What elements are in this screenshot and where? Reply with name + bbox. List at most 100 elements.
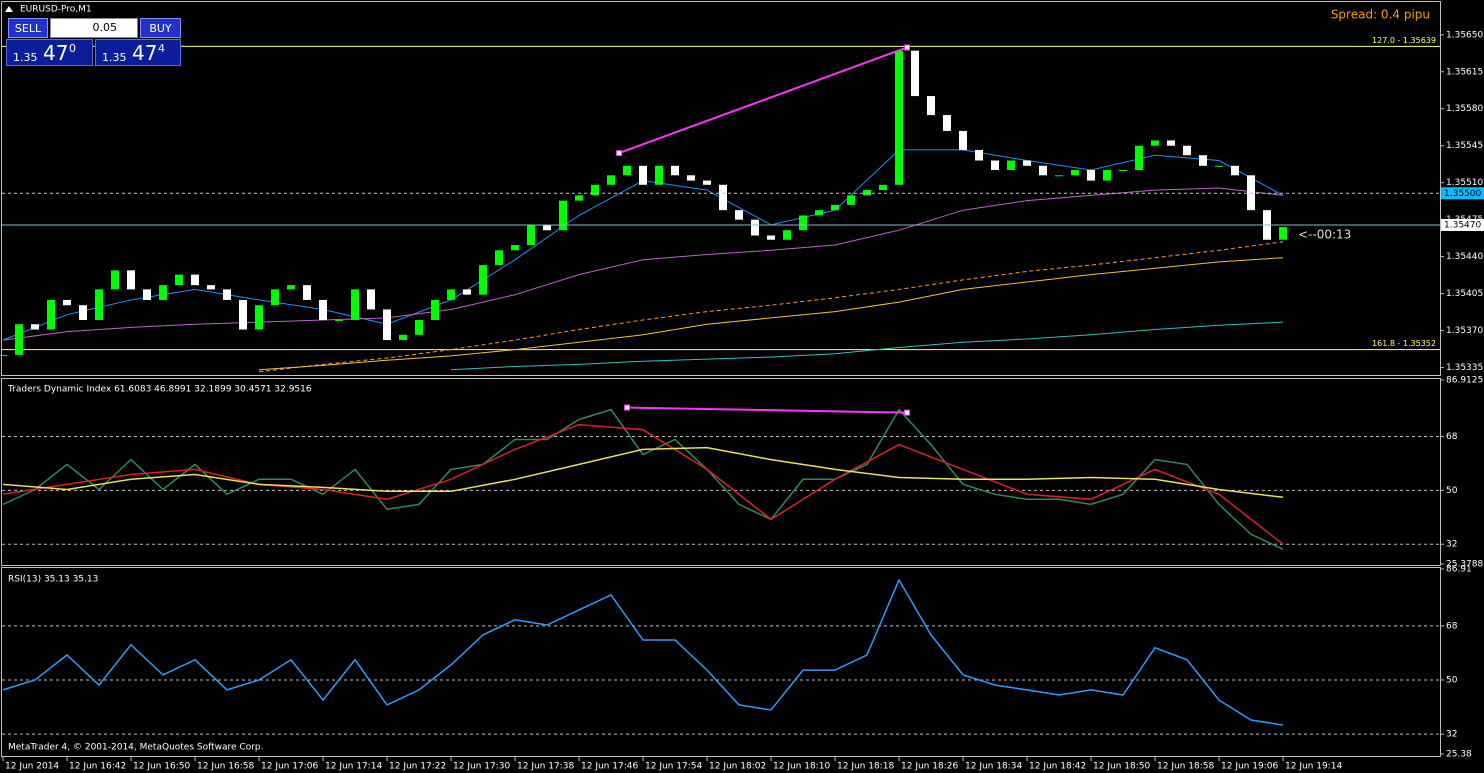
collapse-icon[interactable] xyxy=(5,6,13,12)
candle xyxy=(15,324,23,355)
bid-frac: 0 xyxy=(69,42,76,55)
y-tick-label: 86.9125 xyxy=(1446,376,1483,386)
candle xyxy=(1167,140,1175,146)
tdi-panel xyxy=(1,378,1441,566)
x-tick-label: 12 Jun 18:26 xyxy=(901,762,958,772)
candle xyxy=(607,175,615,185)
candle xyxy=(959,130,967,150)
bid-pips: 47 xyxy=(43,41,69,65)
x-tick-label: 12 Jun 17:38 xyxy=(517,762,574,772)
candle xyxy=(511,245,519,251)
price-tag-label: 1.35470 xyxy=(1444,220,1481,230)
candle xyxy=(207,285,215,290)
trend-anchor xyxy=(904,409,910,416)
candle xyxy=(543,224,551,231)
x-tick-label: 12 Jun 19:06 xyxy=(1221,762,1278,772)
lot-input[interactable]: 0.05 xyxy=(50,18,138,38)
candle xyxy=(95,289,103,321)
y-tick-label: 1.35545 xyxy=(1446,141,1483,151)
candle xyxy=(1183,145,1191,156)
candle xyxy=(159,285,167,300)
x-tick-label: 12 Jun 16:50 xyxy=(133,762,190,772)
x-tick-label: 12 Jun 17:46 xyxy=(581,762,638,772)
candle xyxy=(703,180,711,185)
plot-layer: 1.356501.356151.355801.355451.355101.354… xyxy=(0,30,1483,772)
candle xyxy=(1231,165,1239,176)
candle xyxy=(415,320,423,335)
trend-line xyxy=(618,46,908,155)
candle xyxy=(1103,170,1111,181)
indicator-line xyxy=(258,257,1284,371)
candle xyxy=(815,210,823,216)
y-tick-label: 32 xyxy=(1446,540,1457,550)
candle xyxy=(271,289,279,306)
candle xyxy=(431,299,439,321)
candle xyxy=(255,305,263,330)
indicator-line xyxy=(2,408,1284,550)
candle xyxy=(895,50,903,185)
bid-quote[interactable]: 1.35 47 0 xyxy=(6,39,93,66)
candle xyxy=(559,200,567,231)
candle xyxy=(671,165,679,176)
candle xyxy=(223,289,231,300)
x-tick-label: 12 Jun 16:42 xyxy=(69,762,126,772)
x-tick-label: 12 Jun 18:02 xyxy=(709,762,766,772)
x-tick-label: 12 Jun 2014 xyxy=(5,762,59,772)
x-tick-label: 12 Jun 18:50 xyxy=(1093,762,1150,772)
ask-big: 1.35 xyxy=(102,51,127,64)
sell-button[interactable]: SELL xyxy=(8,18,48,38)
x-tick-label: 12 Jun 17:54 xyxy=(645,762,702,772)
indicator-line xyxy=(450,321,1284,371)
candle xyxy=(463,289,471,295)
y-tick-label: 86.91 xyxy=(1446,565,1472,575)
candle xyxy=(287,285,295,290)
y-tick-label: 1.35440 xyxy=(1446,252,1483,262)
candle xyxy=(767,235,775,240)
x-tick-label: 12 Jun 16:58 xyxy=(197,762,254,772)
x-tick-label: 12 Jun 18:42 xyxy=(1029,762,1086,772)
candle xyxy=(303,285,311,300)
candle xyxy=(1135,145,1143,171)
candle xyxy=(63,299,71,306)
fibo-label: 161.8 - 1.35352 xyxy=(1372,339,1436,348)
candle xyxy=(479,265,487,295)
candle xyxy=(863,190,871,196)
indicator-line xyxy=(2,187,1284,341)
candle xyxy=(1023,160,1031,166)
candle xyxy=(111,270,119,290)
candle xyxy=(655,165,663,185)
price-tag xyxy=(1441,218,1484,231)
y-tick-label: 1.35650 xyxy=(1446,30,1483,40)
candle xyxy=(847,195,855,205)
price-panel xyxy=(1,1,1441,376)
candle xyxy=(0,354,7,356)
y-tick-label: 1.35370 xyxy=(1446,326,1483,336)
candle xyxy=(31,324,39,330)
trend-anchor xyxy=(616,150,622,157)
buy-button[interactable]: BUY xyxy=(140,18,181,38)
copyright: MetaTrader 4, © 2001-2014, MetaQuotes So… xyxy=(8,743,264,753)
candle xyxy=(927,96,935,116)
bar-countdown: <--00:13 xyxy=(1298,228,1351,242)
candle xyxy=(751,219,759,236)
ask-quote[interactable]: 1.35 47 4 xyxy=(95,39,181,66)
price-tag xyxy=(1441,187,1484,200)
x-tick-label: 12 Jun 17:30 xyxy=(453,762,510,772)
trend-line xyxy=(626,406,908,414)
candle xyxy=(943,115,951,131)
symbol-label: EURUSD-Pro,M1 xyxy=(20,5,92,15)
candle xyxy=(623,165,631,176)
candle xyxy=(1279,227,1287,240)
candle xyxy=(527,224,535,246)
candle xyxy=(495,250,503,266)
x-tick-label: 12 Jun 18:34 xyxy=(965,762,1022,772)
y-tick-label: 50 xyxy=(1446,675,1458,685)
indicator-line xyxy=(2,578,1284,726)
trend-anchor xyxy=(904,44,910,51)
candle xyxy=(719,184,727,211)
candle xyxy=(1039,165,1047,176)
candle xyxy=(399,334,407,341)
price-tag-label: 1.35500 xyxy=(1444,189,1481,199)
